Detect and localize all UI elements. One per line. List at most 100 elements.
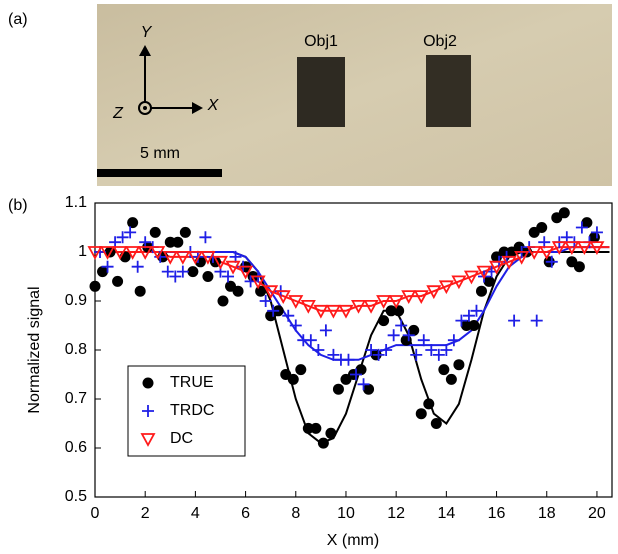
- point: [134, 285, 146, 297]
- y-tick-label: 0.7: [65, 390, 87, 407]
- point: [282, 309, 295, 322]
- scale-bar: [97, 169, 222, 177]
- point: [573, 261, 585, 273]
- point: [304, 334, 317, 347]
- point: [395, 319, 408, 332]
- point: [222, 270, 235, 283]
- photo: [97, 4, 612, 186]
- panel-label: (a): [8, 11, 28, 28]
- object-1: [297, 57, 345, 127]
- point: [100, 246, 116, 260]
- point: [401, 290, 417, 304]
- point: [351, 300, 367, 314]
- point: [313, 304, 329, 319]
- point: [380, 344, 393, 356]
- point: [338, 304, 354, 319]
- y-tick-label: 1: [78, 243, 87, 260]
- point: [372, 348, 385, 361]
- point: [408, 324, 420, 336]
- point: [489, 260, 505, 275]
- point: [238, 265, 254, 280]
- point: [438, 364, 450, 376]
- point: [558, 207, 570, 219]
- point: [112, 275, 124, 287]
- point: [200, 251, 216, 265]
- point: [101, 260, 114, 273]
- point: [410, 348, 423, 361]
- point: [475, 285, 487, 297]
- point: [581, 217, 593, 229]
- point: [175, 251, 191, 265]
- point: [187, 266, 199, 278]
- point: [393, 305, 405, 317]
- point: [355, 364, 367, 376]
- x-tick-label: 4: [191, 505, 200, 522]
- point: [127, 217, 139, 229]
- point: [161, 265, 174, 278]
- point: [539, 246, 555, 260]
- point: [137, 246, 153, 260]
- legend-marker: [142, 377, 154, 389]
- point: [287, 373, 299, 385]
- point: [263, 285, 279, 300]
- x-tick-label: 14: [437, 505, 455, 522]
- point: [150, 246, 166, 260]
- point: [536, 222, 548, 233]
- point: [413, 290, 429, 304]
- point: [232, 285, 244, 297]
- point: [432, 348, 445, 361]
- point: [112, 246, 128, 260]
- point: [440, 344, 453, 356]
- point: [176, 265, 189, 278]
- point: [250, 275, 266, 290]
- point: [259, 295, 272, 307]
- point: [468, 320, 480, 331]
- point: [415, 408, 427, 420]
- x-tick-label: 16: [488, 505, 506, 522]
- point: [169, 270, 182, 283]
- point: [460, 320, 472, 331]
- x-tick-label: 10: [337, 505, 355, 522]
- point: [426, 285, 442, 300]
- point: [342, 353, 355, 366]
- legend-label: TRDC: [170, 402, 214, 419]
- x-tick-label: 2: [141, 505, 150, 522]
- point: [267, 304, 280, 317]
- point: [470, 304, 483, 317]
- y-tick-label: 0.5: [65, 488, 87, 505]
- point: [365, 344, 378, 356]
- x-tick-label: 8: [291, 505, 300, 522]
- fit-line: [95, 246, 610, 361]
- x-tick-label: 6: [241, 505, 250, 522]
- point: [588, 231, 600, 243]
- point: [295, 364, 307, 376]
- z-dot: [143, 106, 147, 110]
- y-axis-title: Normalized signal: [26, 286, 43, 413]
- point: [288, 295, 304, 309]
- point: [545, 255, 558, 268]
- point: [526, 246, 542, 260]
- point: [172, 236, 184, 248]
- point: [463, 270, 479, 285]
- point: [590, 226, 603, 239]
- y-tick-label: 0.8: [65, 341, 87, 358]
- point: [124, 226, 137, 239]
- point: [87, 246, 103, 260]
- point: [476, 265, 492, 280]
- x-tick-label: 20: [588, 505, 606, 522]
- point: [430, 418, 442, 429]
- point: [551, 241, 567, 255]
- object-label: Obj1: [304, 33, 338, 50]
- point: [417, 334, 430, 347]
- point: [275, 290, 291, 304]
- point: [325, 427, 337, 439]
- point: [225, 260, 241, 275]
- point: [319, 324, 332, 337]
- point: [131, 260, 144, 273]
- point: [350, 368, 363, 381]
- point: [179, 226, 191, 238]
- point: [462, 309, 475, 322]
- point: [453, 359, 465, 371]
- point: [385, 305, 397, 317]
